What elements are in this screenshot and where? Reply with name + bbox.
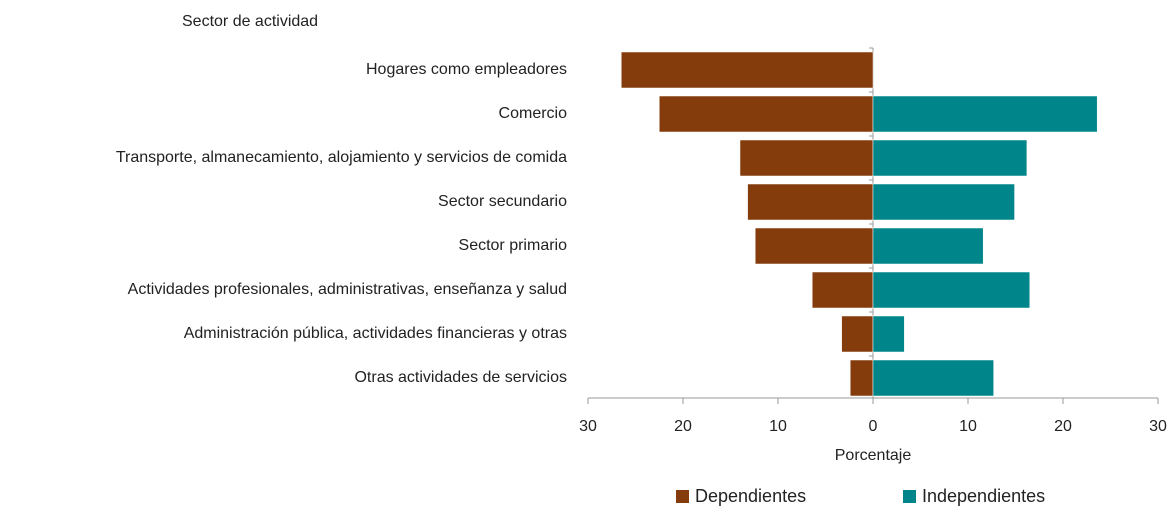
bar [811, 271, 874, 309]
bar [747, 183, 874, 221]
bar [841, 315, 874, 353]
x-axis-title: Porcentaje [835, 447, 912, 464]
y-tick-label: Transporte, almanecamiento, alojamiento … [116, 149, 567, 166]
x-tick-label: 30 [1149, 418, 1167, 435]
bar [872, 359, 994, 397]
legend-swatch [903, 490, 916, 503]
legend-label: Independientes [922, 486, 1045, 506]
bar [872, 315, 905, 353]
bar [739, 139, 874, 177]
bar [872, 183, 1015, 221]
x-tick-label: 0 [869, 418, 878, 435]
legend-label: Dependientes [695, 486, 806, 506]
y-tick-label: Comercio [499, 105, 568, 122]
x-tick-label: 20 [1054, 418, 1072, 435]
y-tick-label: Otras actividades de servicios [354, 369, 567, 386]
bar [849, 359, 874, 397]
x-tick-label: 10 [769, 418, 787, 435]
chart-title: Sector de actividad [182, 13, 318, 30]
y-tick-label: Sector secundario [438, 193, 567, 210]
bar [621, 51, 874, 89]
legend-swatch [676, 490, 689, 503]
x-tick-label: 10 [959, 418, 977, 435]
y-tick-label: Actividades profesionales, administrativ… [128, 281, 567, 298]
y-tick-label: Administración pública, actividades fina… [184, 325, 567, 342]
bar [872, 139, 1028, 177]
y-tick-label: Sector primario [459, 237, 568, 254]
y-tick-label: Hogares como empleadores [366, 61, 567, 78]
bar [754, 227, 874, 265]
bar [659, 95, 874, 133]
x-tick-label: 30 [579, 418, 597, 435]
bar [872, 95, 1098, 133]
x-tick-label: 20 [674, 418, 692, 435]
bar [872, 227, 984, 265]
bar [872, 271, 1030, 309]
